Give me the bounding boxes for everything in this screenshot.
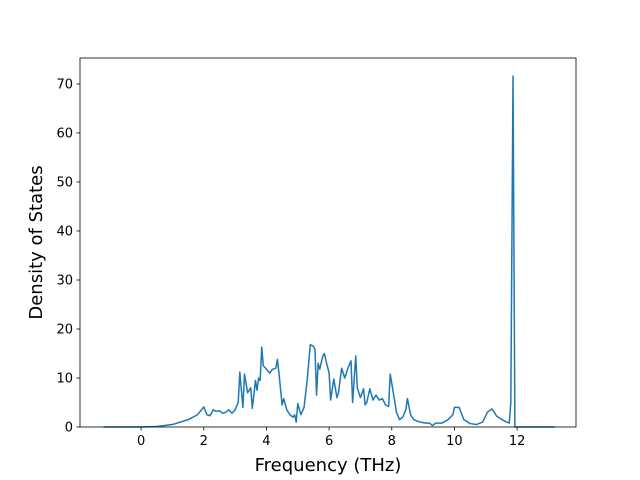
y-tick-label: 0	[65, 421, 73, 436]
x-tick-label: 0	[137, 434, 145, 449]
y-tick-label: 30	[56, 273, 73, 288]
y-tick-label: 70	[56, 77, 73, 92]
y-tick-label: 10	[56, 371, 73, 386]
x-tick-label: 8	[388, 434, 396, 449]
y-tick-label: 40	[56, 224, 73, 239]
y-tick-label: 50	[56, 175, 73, 190]
x-tick-label: 12	[509, 434, 526, 449]
y-tick-label: 60	[56, 126, 73, 141]
x-axis-label: Frequency (THz)	[255, 455, 402, 476]
x-tick-label: 10	[446, 434, 463, 449]
x-tick-label: 6	[325, 434, 333, 449]
x-tick-label: 4	[262, 434, 270, 449]
x-tick-label: 2	[200, 434, 208, 449]
data-line	[103, 75, 555, 428]
y-tick-label: 20	[56, 322, 73, 337]
plot-frame	[79, 57, 577, 428]
y-axis-label: Density of States	[26, 165, 47, 319]
